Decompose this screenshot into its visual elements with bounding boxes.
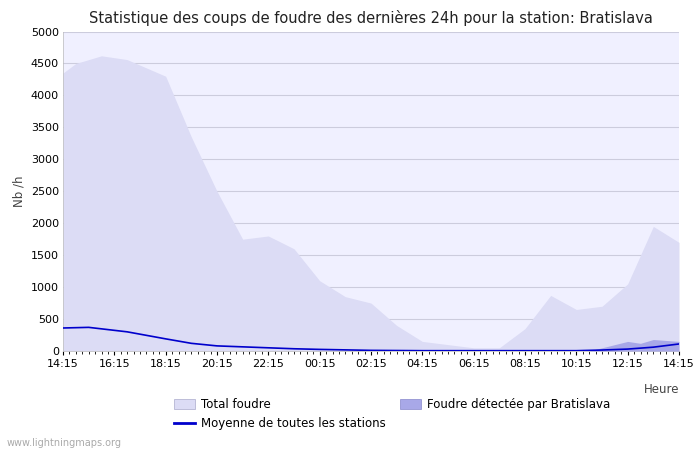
Text: Heure: Heure — [643, 383, 679, 396]
Title: Statistique des coups de foudre des dernières 24h pour la station: Bratislava: Statistique des coups de foudre des dern… — [89, 10, 653, 26]
Text: www.lightningmaps.org: www.lightningmaps.org — [7, 438, 122, 448]
Y-axis label: Nb /h: Nb /h — [12, 176, 25, 207]
Legend: Total foudre, Moyenne de toutes les stations, Foudre détectée par Bratislava: Total foudre, Moyenne de toutes les stat… — [174, 398, 610, 430]
